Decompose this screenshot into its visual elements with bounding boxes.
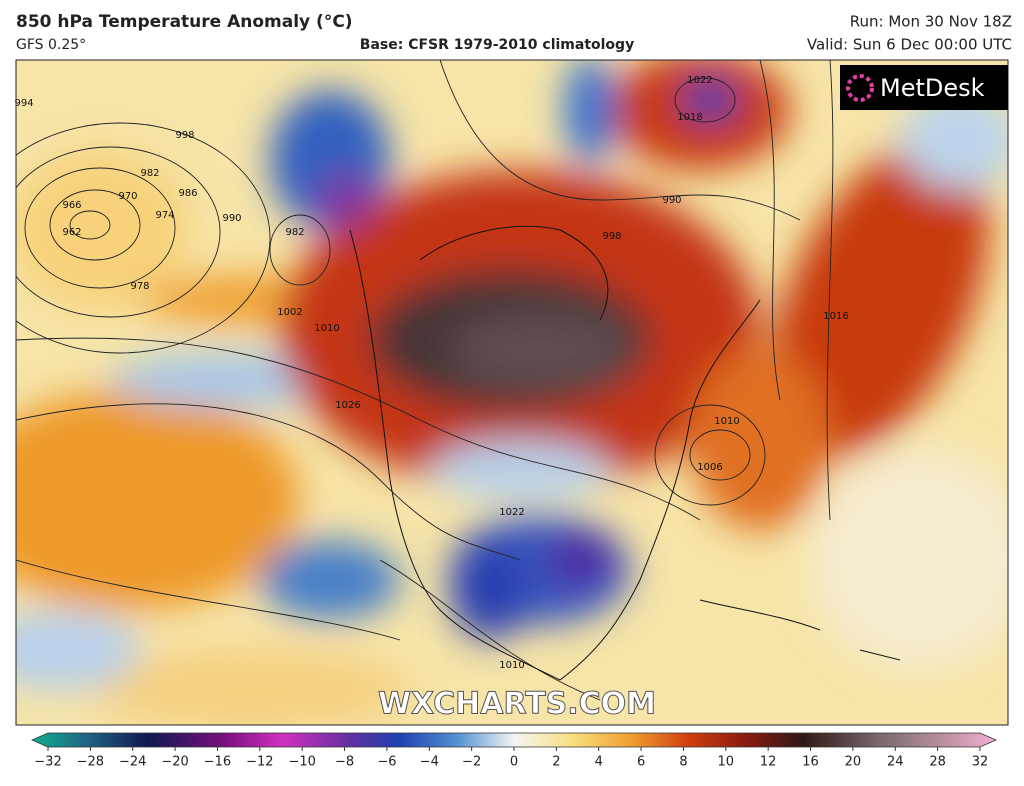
colorbar-tick-label: 2: [552, 755, 560, 770]
colorbar-tick-label: −32: [34, 755, 61, 770]
colorbar-tick-label: −20: [161, 755, 188, 770]
colorbar-tick-label: −10: [288, 755, 315, 770]
contour-label: 1010: [499, 660, 524, 671]
isobars: [16, 60, 834, 701]
colorbar-tick-label: −2: [462, 755, 481, 770]
colorbar-tick-label: 20: [845, 755, 862, 770]
contour-label: 962: [62, 227, 81, 238]
colorbar-tick-label: 4: [595, 755, 603, 770]
colorbar-tick-label: 6: [637, 755, 645, 770]
contour-label: 1010: [714, 416, 739, 427]
colorbar-tick-label: −28: [77, 755, 104, 770]
contour-label: 1010: [314, 323, 339, 334]
colorbar-tick-label: −6: [377, 755, 396, 770]
colorbar-tick-label: −12: [246, 755, 273, 770]
colorbar-tick-label: −4: [420, 755, 439, 770]
base: Base: CFSR 1979-2010 climatology: [360, 37, 634, 53]
title: 850 hPa Temperature Anomaly (°C): [16, 12, 353, 32]
colorbar: [31, 732, 997, 748]
colorbar-ticks: −32 −28 −24 −20 −16 −12 −10 −8 −6 −4 −2 0 2 4 6 8 10 12 16…: [34, 747, 988, 770]
contour-label: 986: [178, 188, 197, 199]
model: GFS 0.25°: [16, 37, 86, 53]
contour-label: 966: [62, 200, 81, 211]
contour-label: 998: [175, 130, 194, 141]
contour-label: 1018: [677, 112, 702, 123]
colorbar-tick-label: 12: [760, 755, 777, 770]
contour-label: 1026: [335, 400, 360, 411]
contour-labels: 994 998 982 986 966 970 974 962 978 990 982 1002 101…: [14, 75, 848, 671]
valid: Valid: Sun 6 Dec 00:00 UTC: [807, 36, 1012, 54]
contour-label: 1006: [697, 462, 722, 473]
colorbar-tick-label: 16: [802, 755, 819, 770]
contour-label: 982: [140, 168, 159, 179]
contour-label: 1022: [687, 75, 712, 86]
colorbar-tick-label: 28: [929, 755, 946, 770]
colorbar-tick-label: 0: [510, 755, 518, 770]
logo-box: [840, 65, 1008, 110]
contour-label: 998: [602, 231, 621, 242]
colorbar-tick-label: 24: [887, 755, 904, 770]
map: [16, 60, 1008, 725]
colorbar-tick-label: 10: [718, 755, 735, 770]
colorbar-tick-label: −8: [335, 755, 354, 770]
contour-label: 990: [222, 213, 241, 224]
contour-label: 970: [118, 191, 137, 202]
colorbar-tick-label: 32: [972, 755, 989, 770]
watermark: WXCHARTS.COM: [378, 687, 656, 722]
contour-label: 1016: [823, 311, 848, 322]
colorbar-tick-label: −24: [119, 755, 146, 770]
contour-label: 1002: [277, 307, 302, 318]
contour-label: 974: [155, 210, 174, 221]
run: Run: Mon 30 Nov 18Z: [850, 13, 1012, 31]
contour-label: 978: [130, 281, 149, 292]
logo: MetDesk: [880, 74, 985, 102]
contour-label: 990: [662, 195, 681, 206]
contour-label: 994: [14, 98, 33, 109]
colorbar-tick-label: 8: [679, 755, 687, 770]
coastlines: [349, 225, 901, 681]
contour-label: 982: [285, 227, 304, 238]
contour-label: 1022: [499, 507, 524, 518]
colorbar-tick-label: −16: [204, 755, 231, 770]
